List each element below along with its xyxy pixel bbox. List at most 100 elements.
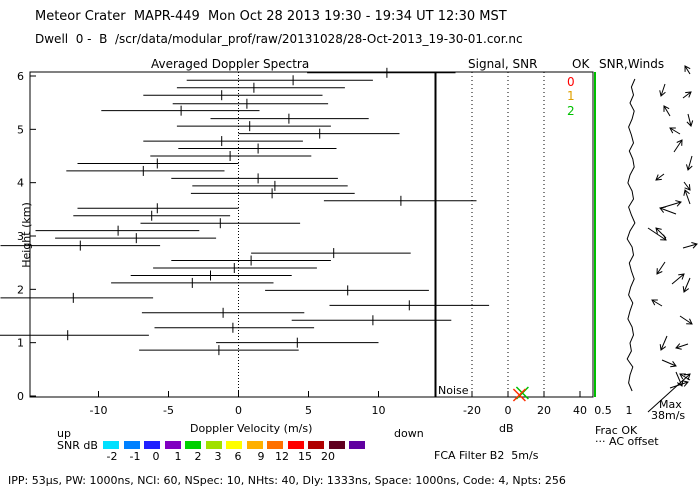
wind-arrow-head <box>670 360 677 368</box>
max-label: Max <box>659 398 682 411</box>
wind-arrow-head <box>659 206 666 213</box>
colorbar-label: 12 <box>275 450 289 463</box>
wind-arrow-head <box>683 189 690 196</box>
y-axis-label: Height (km) <box>20 202 33 268</box>
colorbar-swatch <box>123 441 140 449</box>
wind-arrow-head <box>691 242 698 249</box>
y-tick-label: 4 <box>17 177 24 190</box>
y-tick-label: 6 <box>17 70 24 83</box>
wind-arrow-head <box>679 373 686 380</box>
colorbar-label: 15 <box>298 450 312 463</box>
snr-title: Signal, SNR <box>468 57 538 71</box>
colorbar-label: -1 <box>129 450 141 463</box>
winds-title: SNR,Winds <box>599 57 665 71</box>
colorbar-swatch <box>226 441 242 449</box>
snr-x-tick-label: 0 <box>505 404 512 417</box>
wind-arrow <box>661 359 677 367</box>
wind-arrow <box>671 273 685 285</box>
x-tick-label: -10 <box>90 404 108 417</box>
colorbar-label: 9 <box>257 450 265 463</box>
wind-arrow <box>682 91 692 99</box>
wind-arrow-head <box>651 299 658 306</box>
frac-ok-label: Frac OK <box>595 424 638 437</box>
y-tick-label: 3 <box>17 230 24 243</box>
doppler-frame <box>29 71 436 398</box>
wind-arrow <box>659 207 677 215</box>
wind-arrow-head <box>686 120 694 127</box>
colorbar-swatch <box>144 441 160 449</box>
x-tick-label: 10 <box>372 404 386 417</box>
colorbar-swatch <box>328 441 345 449</box>
x-tick-label: 5 <box>305 404 312 417</box>
colorbar-label: 0 <box>152 450 160 463</box>
wind-arrow-head <box>663 105 670 112</box>
ok-code-2: 2 <box>567 104 575 118</box>
colorbar-label: -2 <box>106 450 118 463</box>
header-path: Dwell 0 - B /scr/data/modular_prof/raw/2… <box>35 32 523 46</box>
colorbar-swatch <box>349 441 365 449</box>
colorbar-swatch <box>205 441 222 449</box>
wind-arrow-head <box>678 273 685 280</box>
wind-arrow-head <box>684 184 691 191</box>
wind-arrow <box>675 343 689 349</box>
frac-ok-line <box>626 78 636 392</box>
wind-arrow-head <box>669 127 676 134</box>
noise-marker-red <box>512 388 526 402</box>
frac-x-tick-label: 1 <box>626 404 633 417</box>
frac-x-tick-label: 0.5 <box>594 404 612 417</box>
max-value: 38m/s <box>651 409 686 422</box>
up-label: up <box>57 427 71 440</box>
colorbar-label: 3 <box>214 450 222 463</box>
y-tick-label: 0 <box>17 390 24 403</box>
ok-title: OK <box>572 57 590 71</box>
colorbar-swatch <box>246 441 263 449</box>
max-wind-scale-arrow <box>647 373 691 413</box>
wind-arrow-head <box>684 65 691 72</box>
colorbar-swatch <box>185 441 201 449</box>
wind-arrow-head <box>655 174 662 181</box>
colorbar-swatch <box>308 441 324 449</box>
wind-arrow <box>683 277 691 293</box>
ac-offset-label: ··· AC offset <box>595 435 659 448</box>
snr-db-label: SNR dB <box>57 439 98 452</box>
snr-panel: -20 0 20 40 <box>435 71 594 417</box>
x-tick-label: -5 <box>163 404 174 417</box>
colorbar-label: 20 <box>321 450 335 463</box>
colorbar-label: 6 <box>234 450 242 463</box>
wind-arrow-head <box>682 286 690 293</box>
wind-arrow <box>683 181 691 191</box>
header-title: Meteor Crater MAPR-449 Mon Oct 28 2013 1… <box>35 9 507 24</box>
doppler-title: Averaged Doppler Spectra <box>151 57 310 71</box>
wind-arrow <box>663 105 671 117</box>
wind-arrow <box>656 261 666 275</box>
wind-arrow <box>647 227 667 241</box>
wind-arrow <box>660 83 666 97</box>
wind-arrow <box>673 139 683 153</box>
snr-frame <box>435 71 594 398</box>
y-tick-label: 2 <box>17 283 24 296</box>
wind-arrow-head <box>682 380 689 387</box>
ok-panel: 0.5 1 <box>594 72 636 417</box>
wind-arrow <box>682 243 698 249</box>
down-label: down <box>394 427 424 440</box>
wind-arrow <box>687 155 693 171</box>
wind-arrow <box>669 127 681 135</box>
ok-code-1: 1 <box>567 89 575 103</box>
snr-x-tick-label: -20 <box>463 404 481 417</box>
wind-arrow <box>687 113 692 127</box>
x-axis-label: Doppler Velocity (m/s) <box>190 422 313 435</box>
colorbar-label: 1 <box>174 450 182 463</box>
fca-filter-label: FCA Filter B2 5m/s <box>434 449 539 462</box>
colorbar-swatch <box>164 441 181 449</box>
wind-arrow-head <box>656 268 663 275</box>
colorbar-swatch <box>287 441 304 449</box>
colorbar-swatch <box>103 441 119 449</box>
colorbar-label: 2 <box>194 450 202 463</box>
wind-arrow <box>655 173 665 181</box>
y-tick-label: 5 <box>17 123 24 136</box>
max-wind-scale-arrow-head <box>683 373 691 381</box>
wind-arrow <box>679 315 693 325</box>
wind-arrow-head <box>676 139 683 146</box>
wind-arrow <box>669 381 689 389</box>
wind-arrow <box>651 299 663 307</box>
